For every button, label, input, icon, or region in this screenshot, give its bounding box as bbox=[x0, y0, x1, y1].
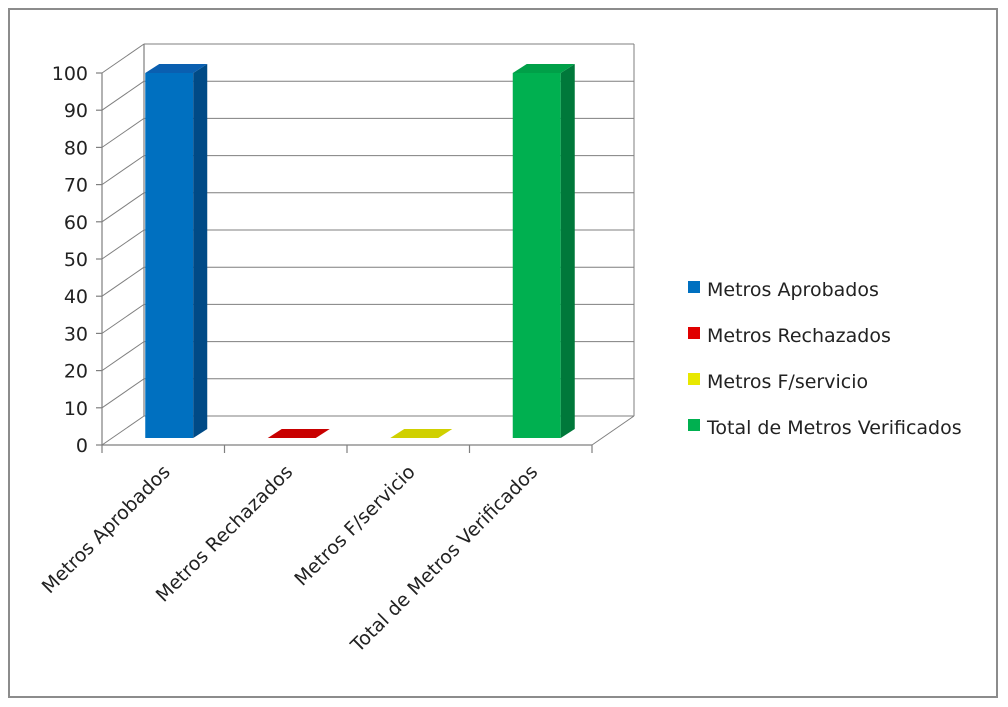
bar-front bbox=[145, 73, 194, 438]
legend-swatch bbox=[688, 419, 700, 431]
gridline-diagonal bbox=[101, 341, 145, 372]
y-tick-label: 100 bbox=[52, 63, 88, 85]
legend-swatch bbox=[688, 373, 700, 385]
y-tick-label: 80 bbox=[64, 137, 88, 159]
x-tick-label: Metros Rechazados bbox=[152, 461, 298, 607]
gridline-diagonal bbox=[101, 117, 145, 148]
legend-label: Metros Aprobados bbox=[707, 279, 879, 301]
legend-label: Metros F/servicio bbox=[707, 371, 868, 393]
bars bbox=[145, 64, 575, 438]
gridline-diagonal bbox=[101, 266, 145, 297]
bar-top bbox=[145, 64, 208, 73]
legend-swatch bbox=[688, 327, 700, 339]
legend-swatch bbox=[688, 281, 700, 293]
bar-front bbox=[512, 73, 561, 438]
bar-side bbox=[193, 64, 208, 438]
gridline-diagonal bbox=[101, 43, 145, 74]
x-tick-label: Metros Aprobados bbox=[38, 461, 175, 598]
legend: Metros Aprobados Metros Rechazados Metros … bbox=[688, 279, 962, 439]
y-tick-label: 30 bbox=[64, 323, 88, 345]
bar-top bbox=[390, 429, 453, 438]
bar bbox=[512, 64, 575, 438]
x-tick-label: Metros F/servicio bbox=[290, 461, 419, 590]
bar bbox=[145, 64, 208, 438]
y-tick-label: 40 bbox=[64, 286, 88, 308]
y-tick-label: 70 bbox=[64, 175, 88, 197]
y-tick-label: 90 bbox=[64, 100, 88, 122]
legend-label: Metros Rechazados bbox=[707, 325, 891, 347]
bar-side bbox=[560, 64, 575, 438]
gridline-diagonal bbox=[101, 303, 145, 334]
y-tick-label: 50 bbox=[64, 249, 88, 271]
bar-top bbox=[512, 64, 575, 73]
bar bbox=[390, 429, 453, 438]
gridline-diagonal bbox=[101, 80, 145, 111]
y-axis: 0 10 20 30 40 50 60 70 80 90 100 bbox=[52, 63, 102, 457]
y-tick-label: 20 bbox=[64, 361, 88, 383]
gridline-diagonal bbox=[101, 155, 145, 186]
bar-top bbox=[267, 429, 330, 438]
y-tick-label: 0 bbox=[76, 435, 88, 457]
gridline-diagonal bbox=[101, 229, 145, 260]
bar bbox=[267, 429, 330, 438]
gridline-diagonal bbox=[101, 378, 145, 409]
y-tick-label: 10 bbox=[64, 398, 88, 420]
floor-right-edge bbox=[591, 415, 635, 446]
gridline-diagonal bbox=[101, 192, 145, 223]
gridline-diagonal bbox=[101, 415, 145, 446]
y-tick-label: 60 bbox=[64, 212, 88, 234]
legend-label: Total de Metros Verificados bbox=[706, 417, 962, 439]
